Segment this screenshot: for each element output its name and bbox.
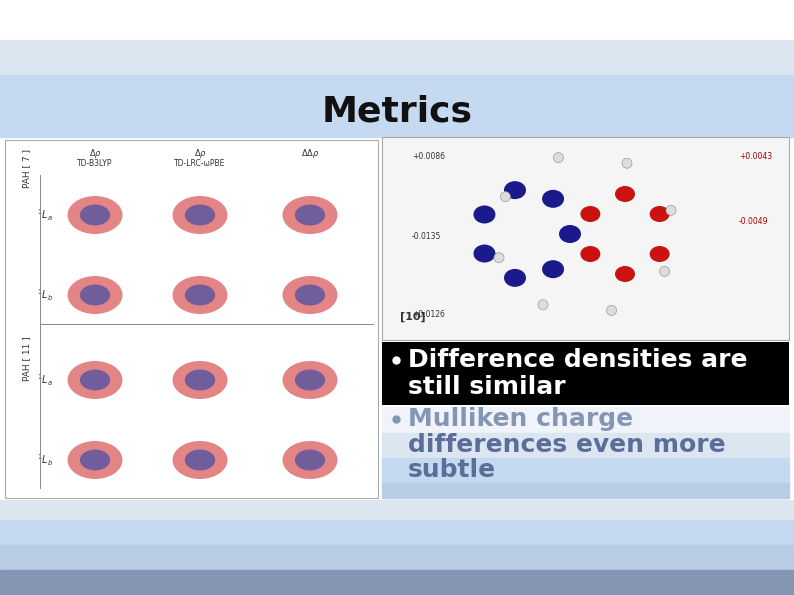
Ellipse shape [67, 276, 122, 314]
Bar [0, 570, 794, 595]
Text: $\Delta\Delta\rho$: $\Delta\Delta\rho$ [301, 148, 319, 161]
Text: differences even more: differences even more [408, 433, 726, 457]
Bar [5, 140, 378, 498]
Circle shape [622, 158, 632, 168]
Ellipse shape [185, 450, 215, 471]
Ellipse shape [649, 246, 669, 262]
Ellipse shape [473, 205, 495, 224]
Ellipse shape [283, 361, 337, 399]
Ellipse shape [283, 276, 337, 314]
Ellipse shape [615, 186, 635, 202]
Text: +0.0043: +0.0043 [739, 152, 772, 161]
Ellipse shape [295, 284, 325, 305]
Ellipse shape [185, 284, 215, 305]
Ellipse shape [559, 225, 581, 243]
Bar [0, 500, 794, 520]
Text: $\Delta\rho$: $\Delta\rho$ [88, 148, 102, 161]
Bar [382, 483, 789, 498]
Ellipse shape [295, 369, 325, 390]
Bar [0, 0, 794, 40]
Text: PAH [ 11 ]: PAH [ 11 ] [22, 337, 32, 381]
Circle shape [538, 300, 548, 310]
Text: TD-B3LYP: TD-B3LYP [77, 159, 113, 168]
Circle shape [607, 305, 617, 315]
Text: Metrics: Metrics [322, 94, 472, 128]
Ellipse shape [172, 441, 228, 479]
Bar [0, 40, 794, 75]
Ellipse shape [172, 361, 228, 399]
Ellipse shape [80, 205, 110, 226]
Bar [0, 85, 794, 137]
Ellipse shape [615, 266, 635, 282]
Ellipse shape [504, 181, 526, 199]
Circle shape [660, 267, 669, 276]
Ellipse shape [580, 206, 600, 222]
Bar [0, 545, 794, 570]
Ellipse shape [283, 441, 337, 479]
Ellipse shape [185, 369, 215, 390]
Bar [0, 105, 794, 135]
Text: $^1L_b$: $^1L_b$ [37, 287, 53, 303]
Bar [382, 137, 789, 340]
Bar [0, 75, 794, 105]
Bar [0, 520, 794, 545]
Ellipse shape [172, 276, 228, 314]
Ellipse shape [580, 246, 600, 262]
Circle shape [500, 192, 511, 202]
Text: Mulliken charge: Mulliken charge [408, 407, 633, 431]
Text: [10]: [10] [400, 312, 426, 322]
Text: +0.0126: +0.0126 [412, 310, 445, 319]
Text: $^1L_a$: $^1L_a$ [37, 372, 53, 388]
Text: $^1L_a$: $^1L_a$ [37, 207, 53, 223]
Text: -0.0049: -0.0049 [739, 217, 769, 226]
Bar [382, 433, 789, 458]
Text: subtle: subtle [408, 458, 496, 482]
Ellipse shape [542, 190, 564, 208]
Text: Difference densities are: Difference densities are [408, 348, 747, 372]
Bar [382, 458, 789, 483]
Circle shape [553, 152, 564, 162]
Ellipse shape [542, 260, 564, 278]
Ellipse shape [649, 206, 669, 222]
Text: PAH [ 7 ]: PAH [ 7 ] [22, 149, 32, 187]
Ellipse shape [295, 205, 325, 226]
Ellipse shape [295, 450, 325, 471]
Text: TD-LRC-ωPBE: TD-LRC-ωPBE [175, 159, 225, 168]
Ellipse shape [80, 369, 110, 390]
Ellipse shape [504, 269, 526, 287]
Ellipse shape [80, 284, 110, 305]
Text: -0.0135: -0.0135 [412, 232, 441, 241]
Ellipse shape [185, 205, 215, 226]
Bar [0, 135, 794, 500]
Text: +0.0086: +0.0086 [412, 152, 445, 161]
Circle shape [494, 253, 504, 262]
Ellipse shape [67, 196, 122, 234]
Ellipse shape [80, 450, 110, 471]
Ellipse shape [67, 361, 122, 399]
Ellipse shape [473, 245, 495, 262]
Ellipse shape [172, 196, 228, 234]
Text: still similar: still similar [408, 375, 565, 399]
Bar [382, 407, 789, 433]
Text: $\Delta\rho$: $\Delta\rho$ [194, 148, 206, 161]
Text: $^1L_b$: $^1L_b$ [37, 452, 53, 468]
Bar [382, 342, 789, 405]
Ellipse shape [283, 196, 337, 234]
Circle shape [666, 205, 676, 215]
Ellipse shape [67, 441, 122, 479]
